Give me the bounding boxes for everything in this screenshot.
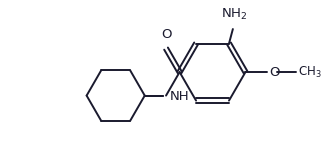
Text: NH$_2$: NH$_2$ (221, 7, 247, 22)
Text: NH: NH (170, 90, 189, 103)
Text: O: O (161, 28, 171, 41)
Text: O: O (270, 66, 280, 79)
Text: CH$_3$: CH$_3$ (298, 64, 321, 80)
